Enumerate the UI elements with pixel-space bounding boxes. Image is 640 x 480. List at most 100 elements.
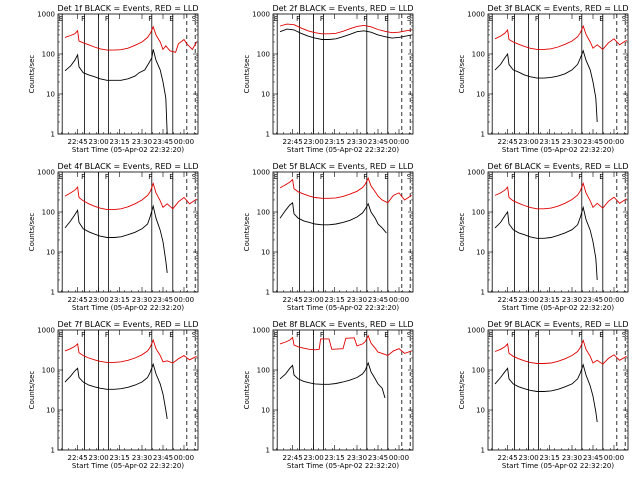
x-tick-label: 23:45 — [368, 296, 388, 304]
x-tick-label: 23:45 — [583, 296, 603, 304]
y-tick-label: 1000 — [467, 169, 485, 177]
series-line-lld — [279, 334, 412, 357]
x-tick-label: 23:45 — [368, 454, 388, 462]
x-tick-label: 22:45 — [68, 454, 88, 462]
y-tick-label: 1 — [266, 289, 270, 297]
series-line-lld — [64, 338, 197, 364]
x-tick-label: 23:45 — [153, 138, 173, 146]
y-tick-label: 100 — [472, 209, 485, 217]
x-tick-label: 00:00 — [174, 454, 194, 462]
x-tick-label: 23:30 — [562, 454, 582, 462]
marker-label: F — [535, 173, 539, 181]
series-line-lld — [64, 25, 197, 53]
x-tick-label: 22:45 — [283, 296, 303, 304]
marker-label: E — [59, 173, 63, 181]
plot-frame — [272, 329, 414, 451]
y-axis-label: Counts/sec — [458, 55, 466, 94]
marker-label: F — [105, 331, 109, 339]
x-tick-label: 23:15 — [540, 296, 560, 304]
y-tick-label: 10 — [261, 91, 270, 99]
chart-title: Det 5f BLACK = Events, RED = LLD — [272, 162, 413, 171]
x-tick-label: 23:15 — [110, 138, 130, 146]
x-tick-label: 23:15 — [540, 138, 560, 146]
marker-label: E — [274, 15, 278, 23]
detector-panel-1: Det 1f BLACK = Events, RED = LLD 1 10 100 10… — [28, 4, 199, 154]
y-tick-label: 100 — [42, 51, 55, 59]
marker-label: F — [535, 331, 539, 339]
x-tick-label: 00:00 — [389, 454, 409, 462]
y-tick-label: 10 — [476, 91, 485, 99]
x-tick-label: 23:00 — [304, 138, 324, 146]
y-tick-label: 100 — [42, 209, 55, 217]
marker-label: S — [407, 15, 412, 23]
y-tick-label: 100 — [472, 51, 485, 59]
marker-label: S — [407, 331, 412, 339]
y-tick-label: 1000 — [252, 11, 270, 19]
plot-frame — [487, 171, 629, 293]
marker-label: E — [384, 331, 388, 339]
y-tick-label: 10 — [46, 91, 55, 99]
x-tick-label: 22:45 — [283, 454, 303, 462]
marker-label: S — [407, 173, 412, 181]
marker-label: F — [296, 173, 300, 181]
x-tick-label: 00:00 — [174, 296, 194, 304]
y-tick-label: 10 — [476, 249, 485, 257]
x-tick-label: 23:30 — [132, 454, 152, 462]
y-tick-label: 100 — [257, 367, 270, 375]
y-tick-label: 1000 — [37, 169, 55, 177]
marker-label: E — [599, 15, 603, 23]
series-line-lld — [494, 339, 627, 365]
y-tick-label: 10 — [46, 407, 55, 415]
series-line-events — [64, 362, 168, 419]
series-line-lld — [279, 177, 412, 204]
marker-label: S — [192, 331, 197, 339]
y-axis-label: Counts/sec — [458, 371, 466, 410]
marker-label: E — [169, 15, 173, 23]
x-tick-label: 23:00 — [304, 296, 324, 304]
marker-label: E — [384, 15, 388, 23]
plot-frame — [57, 171, 199, 293]
y-tick-label: 10 — [46, 249, 55, 257]
x-axis-label: Start Time (05-Apr-02 22:32:20) — [287, 462, 399, 470]
marker-label: E — [274, 173, 278, 181]
x-tick-label: 23:00 — [89, 454, 109, 462]
series-line-events — [279, 28, 412, 40]
marker-label: F — [105, 15, 109, 23]
detector-panel-5: Det 5f BLACK = Events, RED = LLD 1 10 100 10… — [243, 162, 414, 312]
marker-label: F — [511, 15, 515, 23]
series-line-lld — [494, 181, 627, 210]
x-tick-label: 22:45 — [498, 454, 518, 462]
marker-label: F — [296, 331, 300, 339]
marker-label: S — [192, 173, 197, 181]
marker-label: F — [105, 173, 109, 181]
marker-label: F — [81, 173, 85, 181]
y-tick-label: 1 — [481, 289, 485, 297]
x-tick-label: 00:00 — [604, 454, 624, 462]
x-tick-label: 23:15 — [110, 296, 130, 304]
detector-panel-4: Det 4f BLACK = Events, RED = LLD 1 10 100 10… — [28, 162, 199, 312]
marker-label: F — [81, 331, 85, 339]
x-tick-label: 23:00 — [89, 138, 109, 146]
y-tick-label: 1 — [51, 131, 55, 139]
x-tick-label: 23:30 — [347, 454, 367, 462]
series-line-events — [494, 363, 598, 423]
series-line-lld — [279, 23, 412, 35]
y-tick-label: 1 — [51, 289, 55, 297]
marker-label: F — [148, 15, 152, 23]
x-tick-label: 23:30 — [132, 138, 152, 146]
plot-frame — [272, 13, 414, 135]
series-line-events — [494, 205, 598, 281]
chart-title: Det 4f BLACK = Events, RED = LLD — [57, 162, 198, 171]
y-tick-label: 10 — [261, 249, 270, 257]
plot-frame — [272, 171, 414, 293]
detector-panel-2: Det 2f BLACK = Events, RED = LLD 1 10 100 10… — [243, 4, 414, 154]
marker-label: F — [363, 173, 367, 181]
x-tick-label: 23:00 — [304, 454, 324, 462]
marker-label: F — [148, 331, 152, 339]
chart-title: Det 3f BLACK = Events, RED = LLD — [487, 4, 628, 13]
x-axis-label: Start Time (05-Apr-02 22:32:20) — [287, 146, 399, 154]
x-tick-label: 23:15 — [110, 454, 130, 462]
y-tick-label: 100 — [257, 209, 270, 217]
x-axis-label: Start Time (05-Apr-02 22:32:20) — [502, 304, 614, 312]
marker-label: E — [489, 15, 493, 23]
